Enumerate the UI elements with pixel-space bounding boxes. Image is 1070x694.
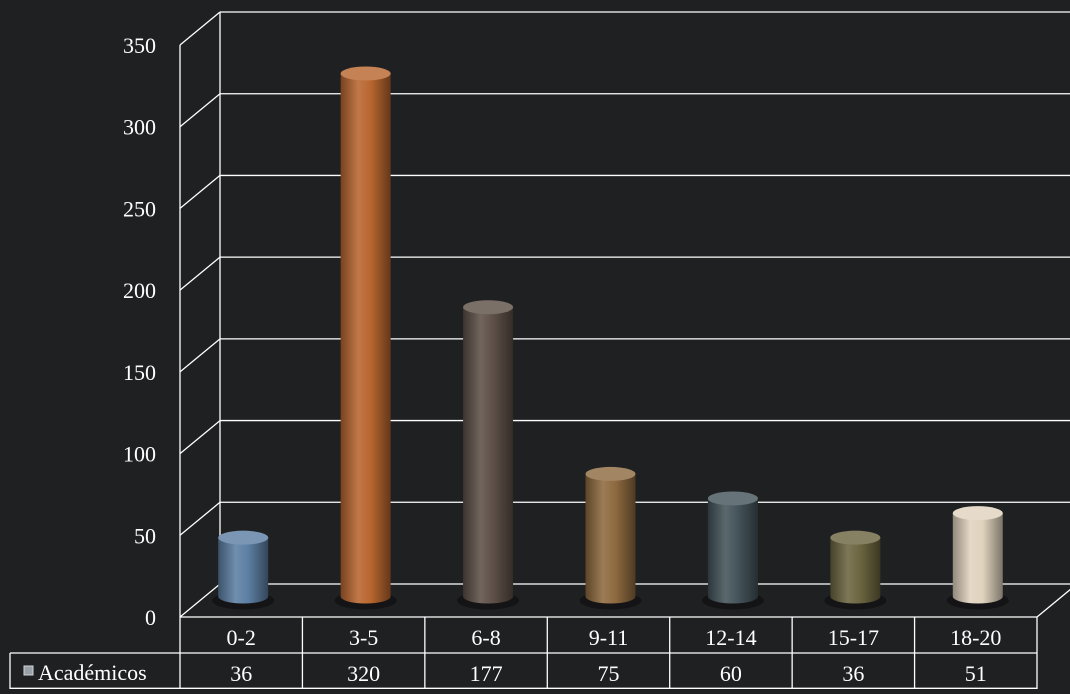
bar-body (830, 537, 881, 604)
data-table-value: 36 (230, 661, 252, 686)
gridline-diagonal (179, 338, 221, 373)
bar-6-8 (457, 300, 520, 610)
bar-top (707, 491, 758, 506)
bar-body (463, 307, 514, 604)
bar-top (585, 466, 636, 481)
bar-top (830, 530, 881, 545)
bar-18-20 (946, 506, 1009, 610)
data-table-value: 36 (842, 661, 864, 686)
x-category-label: 18-20 (950, 625, 1001, 650)
bar-0-2 (212, 530, 275, 610)
y-axis: 0 50 100 150 200 250 300 350 (123, 33, 156, 630)
gridline-diagonal (179, 174, 221, 209)
bar-body (340, 73, 391, 604)
data-table: Académicos 0-2 36 3-5 320 6-8 177 9-11 75 12-14 60… (9, 616, 1038, 689)
x-category-label: 6-8 (471, 625, 500, 650)
bar-body (585, 473, 636, 604)
y-tick-label: 150 (123, 360, 156, 385)
x-category-label: 15-17 (828, 625, 879, 650)
data-table-value: 60 (720, 661, 742, 686)
x-category-label: 9-11 (589, 625, 629, 650)
bars (212, 66, 1009, 610)
bar-3-5 (334, 66, 397, 610)
floor-right-edge (1036, 588, 1070, 618)
bar-body (707, 498, 758, 604)
bar-top (952, 506, 1003, 521)
y-tick-label: 100 (123, 442, 156, 467)
gridline-diagonal (179, 11, 221, 46)
legend-label: Académicos (38, 660, 147, 685)
gridline-diagonal (179, 420, 221, 455)
y-tick-label: 250 (123, 196, 156, 221)
x-category-label: 3-5 (349, 625, 378, 650)
y-tick-label: 0 (145, 605, 156, 630)
gridline-diagonal (179, 501, 221, 536)
gridline-diagonal (179, 93, 221, 128)
bar-body (952, 513, 1003, 604)
legend-swatch (23, 665, 34, 676)
bar-top (463, 300, 514, 315)
y-tick-label: 300 (123, 115, 156, 140)
data-table-value: 177 (470, 661, 503, 686)
bar-top (218, 530, 269, 545)
bar-15-17 (824, 530, 887, 610)
x-category-label: 0-2 (227, 625, 256, 650)
gridline-diagonal (179, 256, 221, 291)
data-table-value: 51 (965, 661, 987, 686)
bar-12-14 (701, 491, 764, 610)
x-category-label: 12-14 (705, 625, 756, 650)
bar-body (218, 537, 269, 604)
y-tick-label: 350 (123, 33, 156, 58)
bar-9-11 (579, 466, 642, 610)
bar-top (340, 66, 391, 81)
data-table-value: 75 (598, 661, 620, 686)
gridline-diagonal (179, 583, 221, 618)
y-tick-label: 200 (123, 278, 156, 303)
data-table-value: 320 (347, 661, 380, 686)
y-tick-label: 50 (134, 523, 156, 548)
